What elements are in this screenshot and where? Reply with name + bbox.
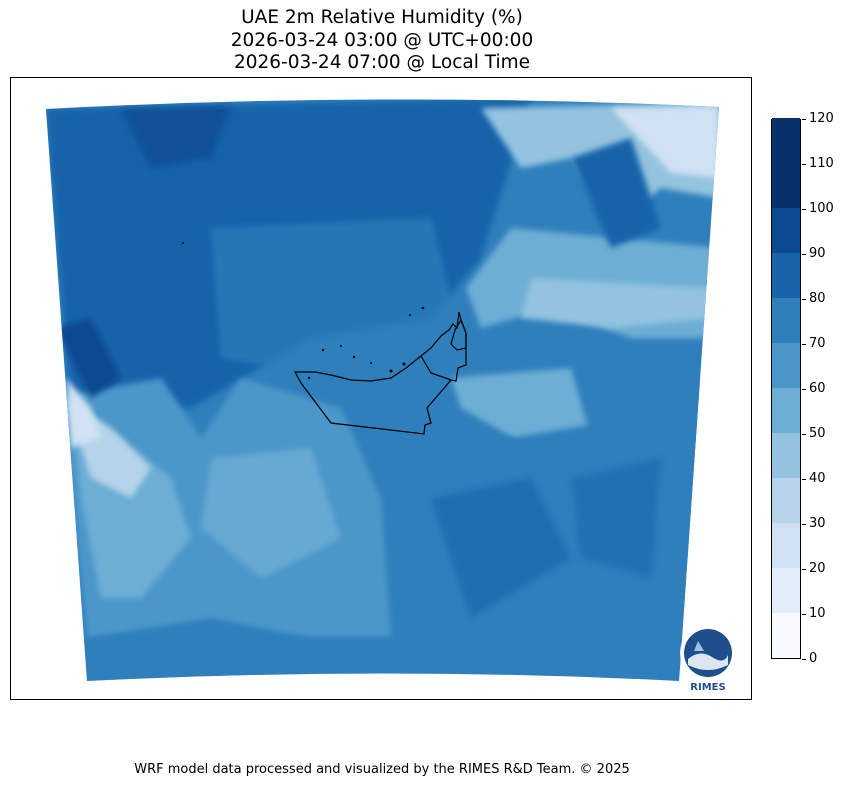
colorbar-tick-label: 70	[809, 337, 826, 351]
colorbar-segment	[772, 118, 800, 164]
colorbar-tick-label: 60	[809, 382, 826, 396]
humidity-map: RIMES	[11, 78, 752, 700]
colorbar-tick-label: 110	[809, 157, 834, 171]
colorbar-tick-label: 30	[809, 517, 826, 531]
colorbar-tick	[802, 569, 806, 570]
colorbar-tick	[802, 254, 806, 255]
colorbar-segment	[772, 523, 800, 569]
colorbar-tick	[802, 389, 806, 390]
colorbar-tick-label: 0	[809, 652, 817, 666]
colorbar-tick-label: 10	[809, 607, 826, 621]
colorbar-tick	[802, 344, 806, 345]
colorbar-tick-label: 50	[809, 427, 826, 441]
colorbar-tick	[802, 119, 806, 120]
colorbar-tick-label: 90	[809, 247, 826, 261]
colorbar-segment	[772, 343, 800, 389]
colorbar	[771, 119, 801, 659]
rimes-logo: RIMES	[680, 625, 736, 693]
chart-title: UAE 2m Relative Humidity (%)	[0, 7, 764, 29]
colorbar-tick	[802, 614, 806, 615]
colorbar-segment	[772, 568, 800, 614]
colorbar-tick-label: 20	[809, 562, 826, 576]
colorbar-tick	[802, 164, 806, 165]
colorbar-segment	[772, 613, 800, 659]
map-panel: RIMES	[10, 77, 752, 700]
colorbar-segment	[772, 253, 800, 299]
humidity-field	[11, 78, 752, 700]
colorbar-tick	[802, 209, 806, 210]
colorbar-tick-label: 120	[809, 112, 834, 126]
colorbar-tick	[802, 524, 806, 525]
colorbar-tick	[802, 479, 806, 480]
colorbar-tick-label: 80	[809, 292, 826, 306]
colorbar-tick	[802, 434, 806, 435]
colorbar-segment	[772, 298, 800, 344]
colorbar-tick	[802, 299, 806, 300]
footer-credit: WRF model data processed and visualized …	[0, 762, 764, 777]
colorbar-segment	[772, 433, 800, 479]
colorbar-segment	[772, 163, 800, 209]
colorbar-tick	[802, 659, 806, 660]
colorbar-segment	[772, 478, 800, 524]
colorbar-tick-label: 40	[809, 472, 826, 486]
colorbar-segment	[772, 388, 800, 434]
colorbar-tick-label: 100	[809, 202, 834, 216]
local-time: 2026-03-24 07:00 @ Local Time	[0, 52, 764, 74]
logo-text: RIMES	[690, 682, 725, 693]
colorbar-segment	[772, 208, 800, 254]
utc-time: 2026-03-24 03:00 @ UTC+00:00	[0, 30, 764, 52]
